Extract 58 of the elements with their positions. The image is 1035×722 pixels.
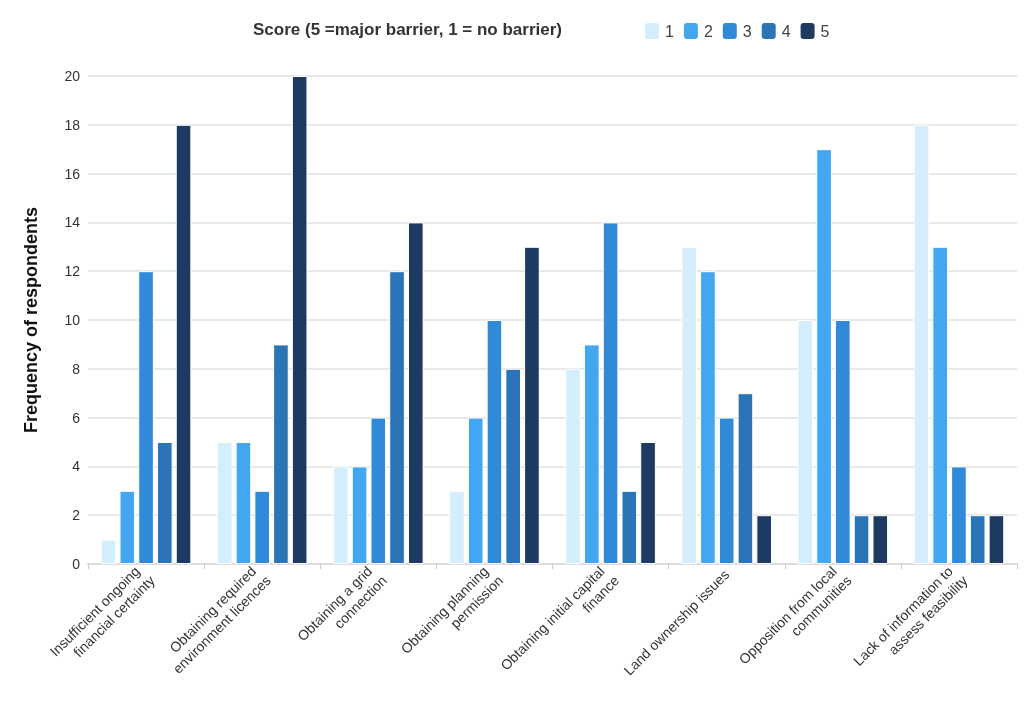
bar [407, 222, 424, 564]
bar [700, 271, 716, 564]
bar [254, 490, 270, 564]
bar [737, 393, 754, 564]
bar [718, 417, 735, 564]
y-tick-label: 8 [72, 360, 81, 377]
bar [797, 320, 814, 564]
bar [156, 442, 173, 564]
y-tick-label: 10 [64, 312, 81, 328]
legend-label: 1 [665, 22, 674, 40]
y-tick-label: 14 [64, 214, 81, 231]
bar [370, 417, 387, 564]
bar [449, 490, 465, 564]
bar [681, 246, 698, 564]
bar [333, 466, 349, 564]
bar [100, 539, 117, 564]
bar [524, 246, 540, 564]
bar [756, 515, 772, 564]
y-tick-label: 0 [72, 556, 81, 572]
bar [216, 442, 233, 564]
y-tick-label: 20 [64, 68, 81, 84]
bar [951, 466, 967, 564]
legend-label: 5 [820, 22, 830, 40]
bar [835, 320, 851, 564]
bar [969, 515, 986, 564]
legend-label: 2 [703, 22, 713, 40]
bar [988, 515, 1005, 564]
bar [584, 344, 600, 564]
bar [467, 417, 484, 564]
legend-label: 3 [742, 22, 752, 40]
bar [138, 271, 154, 564]
y-tick-label: 12 [64, 263, 81, 280]
bar [621, 490, 638, 564]
bar [853, 515, 870, 564]
y-tick-label: 4 [72, 458, 81, 475]
y-tick-label: 2 [72, 507, 81, 524]
bar [565, 368, 581, 564]
bar [389, 271, 405, 564]
bar [273, 344, 289, 564]
bar [505, 368, 521, 564]
bar [640, 442, 656, 564]
bar [816, 149, 832, 564]
legend-title: Score (5 =major barrier, 1 = no barrier) [253, 20, 562, 39]
bar [175, 124, 192, 564]
bar [913, 124, 930, 564]
bar [351, 466, 368, 564]
bar [486, 320, 503, 564]
y-tick-label: 18 [64, 116, 81, 133]
bar [119, 490, 136, 564]
bar [872, 515, 889, 564]
bar [291, 76, 308, 564]
y-tick-label: 6 [72, 409, 81, 426]
bar [235, 442, 252, 564]
bar [602, 222, 619, 564]
y-axis-title: Frequency of respondents [21, 206, 41, 434]
bar [932, 246, 949, 564]
legend-label: 4 [781, 22, 791, 40]
y-tick-label: 16 [64, 165, 81, 182]
